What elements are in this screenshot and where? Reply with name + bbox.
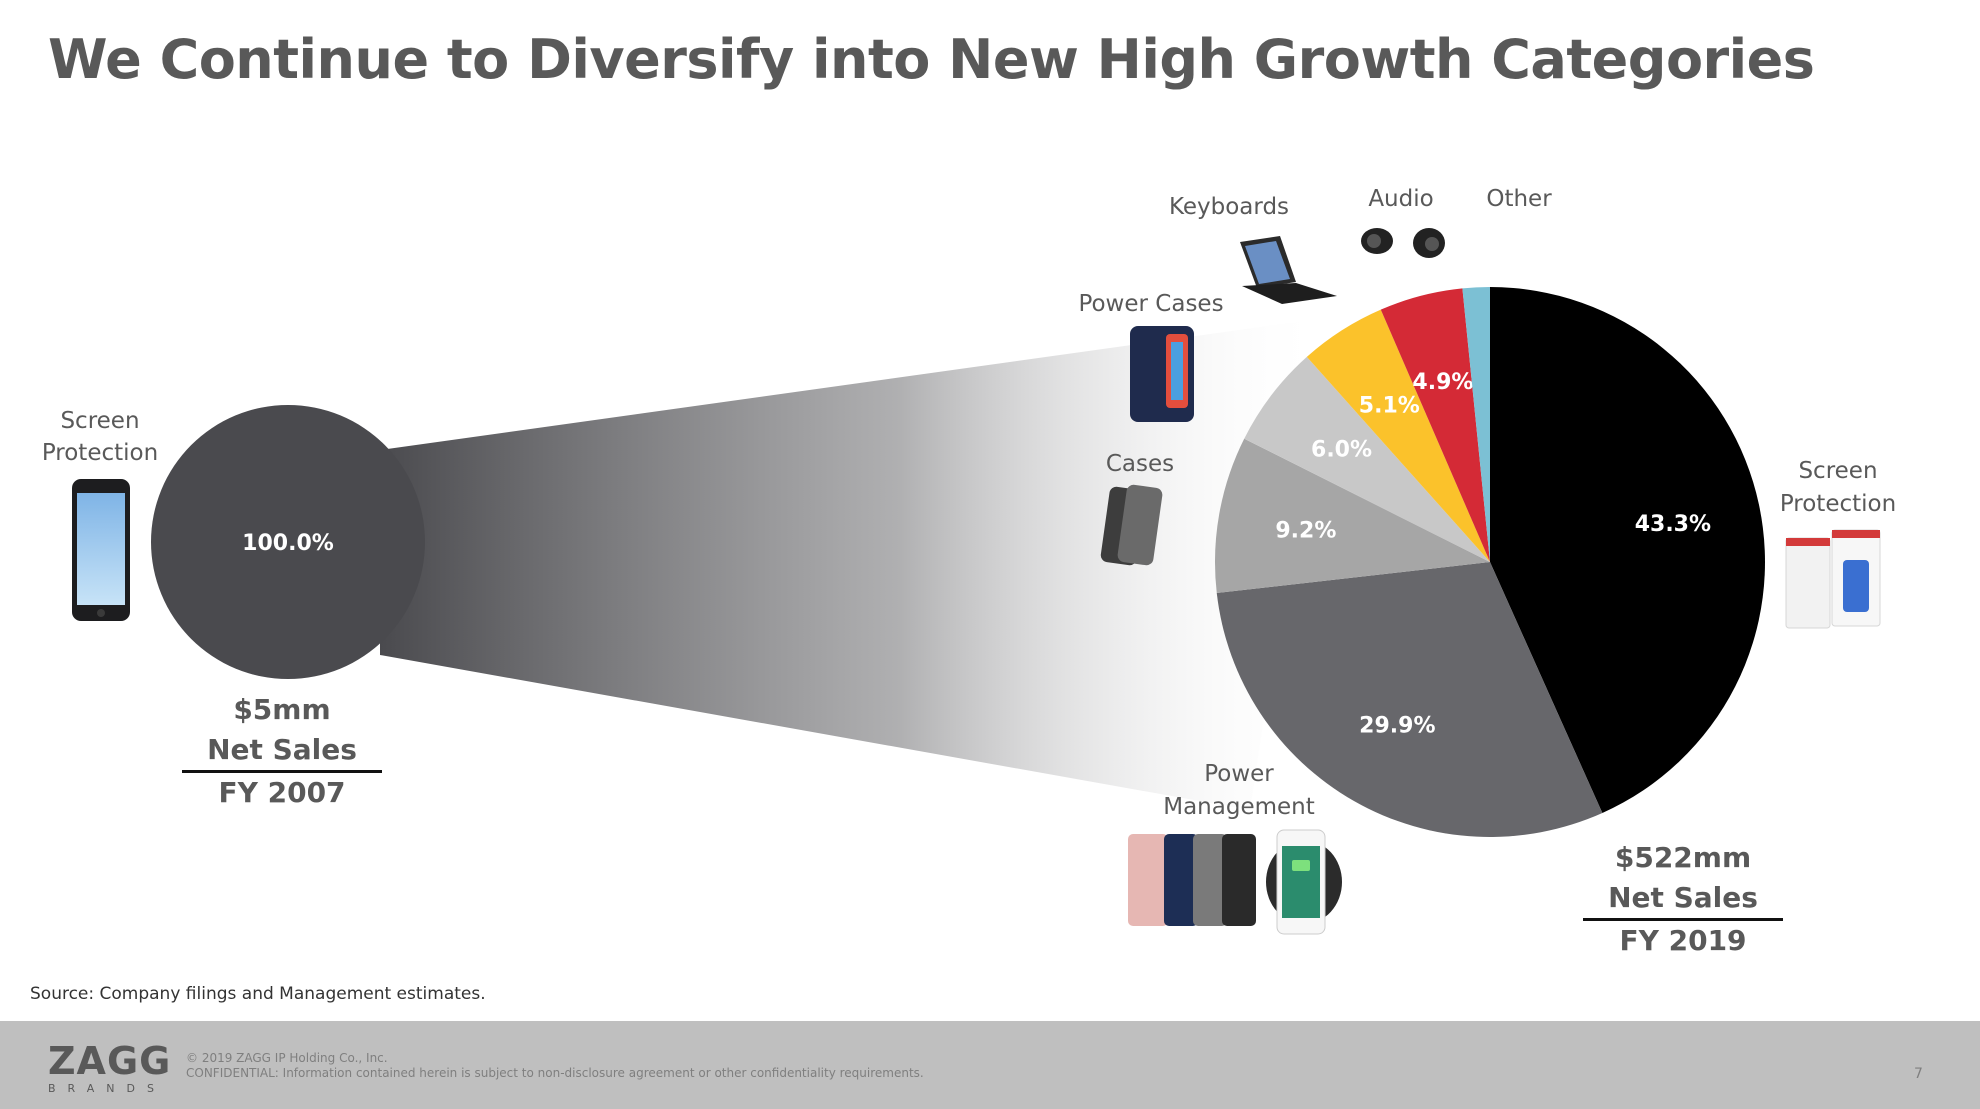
pie-fy2019: 43.3% 29.9% 9.2% 6.0% 5.1%4.9% 1.6% <box>1215 260 1765 837</box>
screen-protector-icon <box>1785 529 1881 629</box>
fy2019-slice-other <box>1462 287 1490 562</box>
fy2019-slice-screen-protection <box>1490 287 1765 813</box>
keyboards-label: Keyboards <box>1169 194 1289 220</box>
fy2007-category-label-line2: Protection <box>42 440 158 466</box>
fy2019-year: FY 2019 <box>1619 924 1747 957</box>
fy2019-value-label-power-management: 29.9% <box>1359 713 1435 738</box>
power-case-icon <box>1130 326 1194 422</box>
screen-protection-label-line1: Screen <box>1798 458 1877 484</box>
fy2019-value-label-power-cases: 6.0% <box>1311 437 1372 462</box>
confidential-text: CONFIDENTIAL: Information contained here… <box>186 1066 924 1080</box>
fy2007-value-label-screen-protection: 100.0% <box>242 531 334 556</box>
wireless-charger-icon <box>1266 829 1342 935</box>
fy2019-slice-power-cases <box>1244 356 1490 562</box>
fy2019-value-label-cases: 9.2% <box>1275 518 1336 543</box>
audio-label: Audio <box>1368 186 1433 212</box>
fy2019-slice-keyboards <box>1306 309 1490 562</box>
fy2019-rule <box>1583 918 1783 921</box>
fy2007-sales-summary: $5mm Net Sales FY 2007 <box>182 690 382 813</box>
fy2019-slice-cases <box>1215 438 1490 594</box>
logo-wordmark: ZAGG <box>48 1039 172 1083</box>
phone-case-icon <box>1100 484 1163 566</box>
pie-fy2007: 100.0% <box>151 405 425 679</box>
fy2019-amount: $522mm <box>1614 841 1752 874</box>
fy2007-net-sales-label: Net Sales <box>207 733 357 766</box>
fy2019-net-sales-label: Net Sales <box>1608 881 1758 914</box>
power-cases-label: Power Cases <box>1078 291 1223 317</box>
other-label: Other <box>1486 186 1552 212</box>
source-note: Source: Company filings and Management e… <box>30 984 486 1004</box>
zagg-logo: ZAGG BRANDS <box>48 1042 171 1095</box>
footer-bar <box>0 1021 1980 1109</box>
page-number: 7 <box>1914 1066 1923 1082</box>
fy2019-value-label-keyboards: 5.1% <box>1359 393 1420 418</box>
fy2007-slice-screen-protection <box>151 405 425 679</box>
power-management-label-line2: Management <box>1163 794 1315 820</box>
cases-label: Cases <box>1106 451 1174 477</box>
fy2019-value-label-audio: 4.9% <box>1412 370 1473 395</box>
fy2007-year: FY 2007 <box>218 776 346 809</box>
phone-icon <box>72 479 130 621</box>
fy2019-slice-power-management <box>1216 562 1603 837</box>
legal-text: © 2019 ZAGG IP Holding Co., Inc. CONFIDE… <box>186 1051 924 1081</box>
fy2019-sales-summary: $522mm Net Sales FY 2019 <box>1583 838 1783 961</box>
power-management-label-line1: Power <box>1204 761 1274 787</box>
fy2019-slice-audio <box>1380 288 1490 562</box>
fy2019-value-label-screen-protection: 43.3% <box>1635 512 1711 537</box>
keyboard-icon <box>1240 236 1337 304</box>
expansion-beam <box>380 318 1325 810</box>
logo-subtitle: BRANDS <box>48 1082 166 1095</box>
fy2007-rule <box>182 770 382 773</box>
fy2019-value-label-other: 1.6% <box>1423 260 1484 285</box>
fy2007-amount: $5mm <box>233 693 331 726</box>
page-title: We Continue to Diversify into New High G… <box>48 28 1815 91</box>
fy2007-category-label-line1: Screen <box>60 408 139 434</box>
earbuds-icon <box>1361 228 1445 258</box>
power-bank-icon <box>1128 834 1256 926</box>
screen-protection-label-line2: Protection <box>1780 491 1896 517</box>
copyright-text: © 2019 ZAGG IP Holding Co., Inc. <box>186 1051 388 1065</box>
